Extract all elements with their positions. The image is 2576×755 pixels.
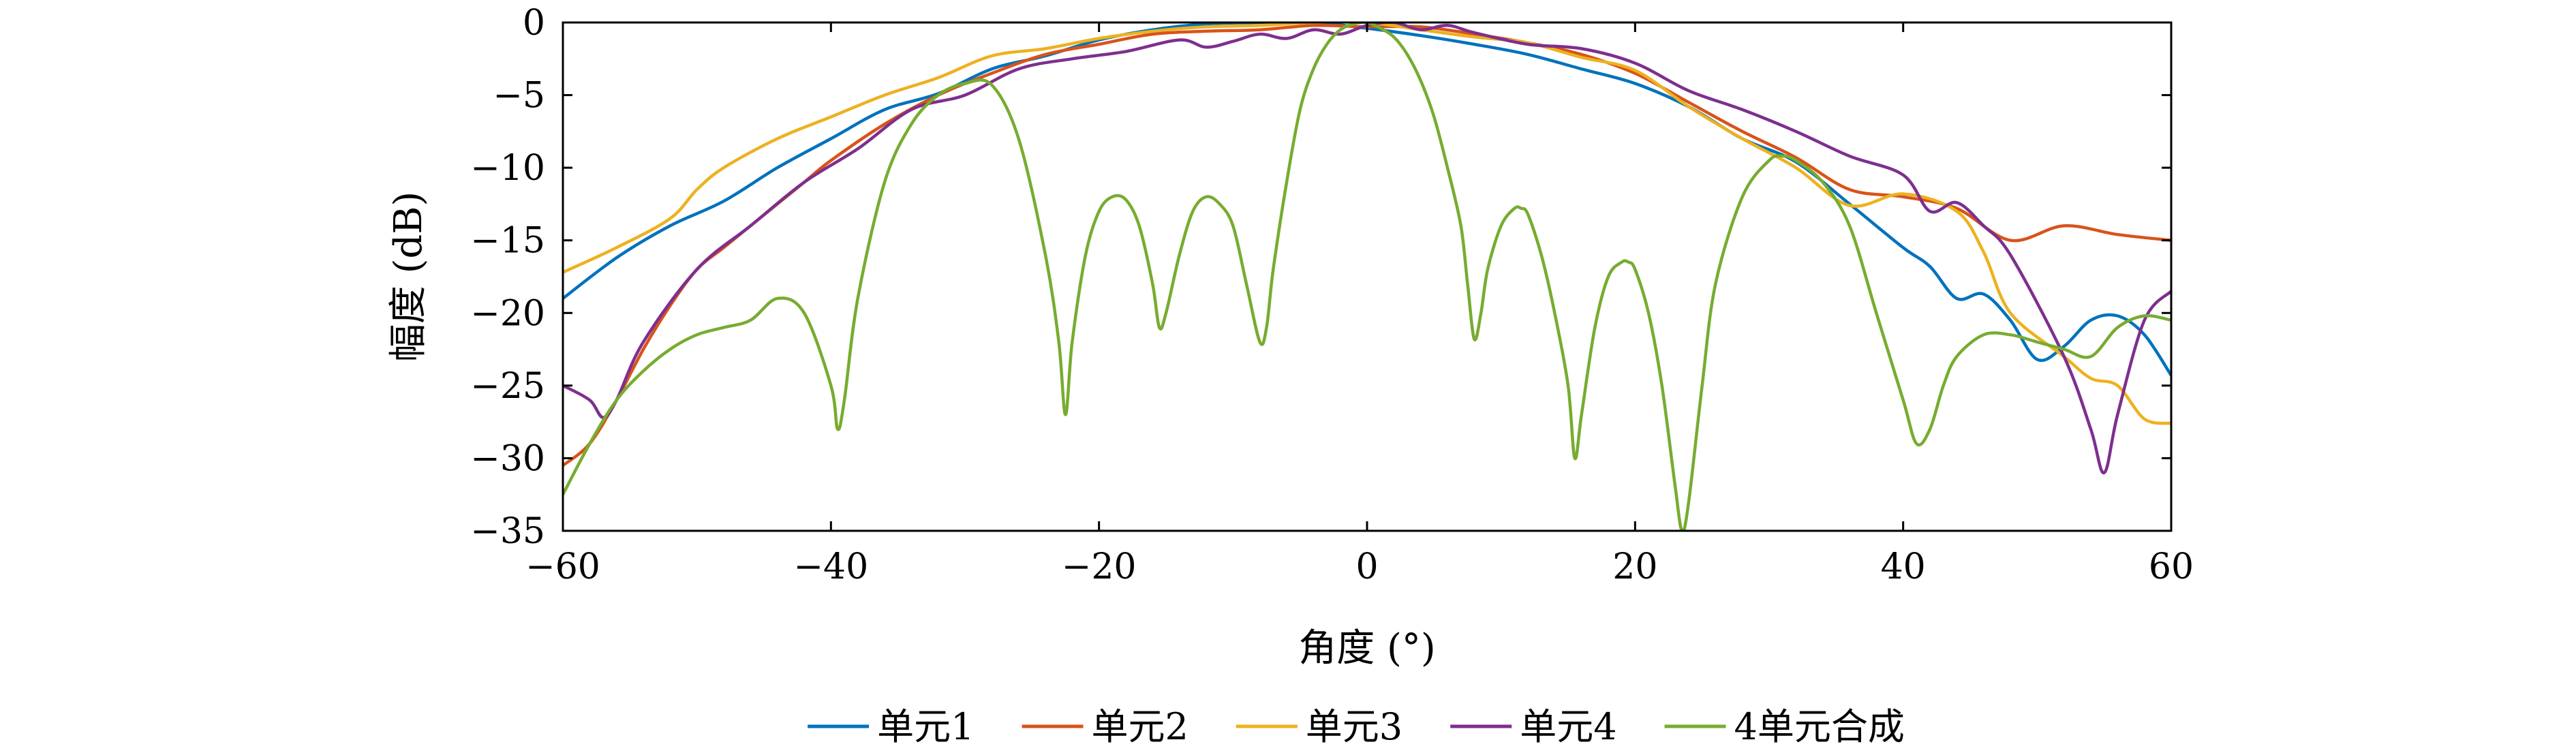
x-tick-label: 20 <box>1612 546 1657 587</box>
y-tick-label: −20 <box>470 293 545 334</box>
series-line-4 <box>563 22 2171 474</box>
x-tick-label: −40 <box>793 546 868 587</box>
legend-label: 单元1 <box>877 705 974 748</box>
x-axis-title: 角度 (°) <box>1298 626 1436 671</box>
ticks-layer <box>562 21 2173 532</box>
legend-item-4: 单元4 <box>1450 705 1617 748</box>
legend-label: 单元3 <box>1306 705 1402 748</box>
series-line-2 <box>563 23 2171 467</box>
legend: 单元1 单元2 单元3 单元4 4单元合成 <box>808 705 1905 748</box>
legend-label: 单元2 <box>1092 705 1189 748</box>
x-tick-label: −20 <box>1062 546 1137 587</box>
y-tick-label: −5 <box>493 76 545 117</box>
y-tick-label: −35 <box>470 511 545 552</box>
y-axis-title: 幅度 (dB) <box>386 191 431 363</box>
legend-label: 单元4 <box>1520 705 1616 748</box>
y-tick-label: −15 <box>470 221 545 262</box>
series-line-3 <box>563 22 2171 425</box>
x-tick-label: 0 <box>1355 546 1378 587</box>
x-tick-label: 40 <box>1881 546 1926 587</box>
series-line-5 <box>563 22 2171 531</box>
legend-item-1: 单元1 <box>808 705 974 748</box>
x-tick-label: −60 <box>525 546 600 587</box>
y-tick-label: 0 <box>523 3 545 44</box>
x-tick-label: 60 <box>2149 546 2194 587</box>
series-layer <box>563 22 2171 531</box>
tick-labels-layer: −60 −40 −20 0 20 40 60 0 −5 −10 −15 −20 −25 −30 −35 <box>470 3 2194 587</box>
series-line-1 <box>563 22 2171 378</box>
legend-item-2: 单元2 <box>1022 705 1189 748</box>
y-tick-label: −10 <box>470 148 545 189</box>
legend-label: 4单元合成 <box>1734 705 1905 748</box>
plot-frame <box>562 21 2173 532</box>
y-tick-label: −25 <box>470 366 545 407</box>
legend-item-3: 单元3 <box>1236 705 1402 748</box>
legend-item-5: 4单元合成 <box>1664 705 1905 748</box>
y-tick-label: −30 <box>470 438 545 479</box>
